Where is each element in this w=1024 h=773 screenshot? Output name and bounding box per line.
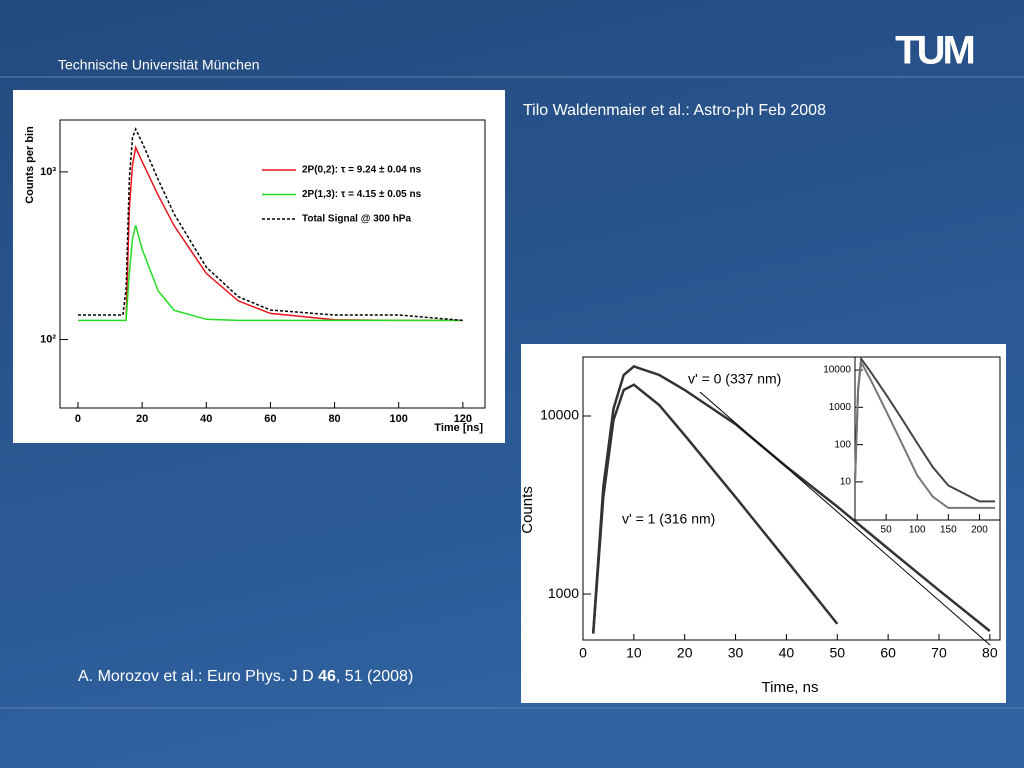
x-tick-label: 60 [880, 645, 896, 661]
x-tick-label: 40 [200, 413, 212, 425]
series-line [78, 225, 463, 322]
legend-entry: Total Signal @ 300 hPa [302, 214, 411, 225]
series-line [591, 383, 839, 634]
y-tick-label: 10³ [40, 166, 56, 178]
x-tick-label: 50 [829, 645, 845, 661]
x-tick-label: 40 [779, 645, 795, 661]
x-tick-label: 80 [328, 413, 340, 425]
x-tick-label: 0 [579, 645, 587, 661]
x-tick-label: 60 [264, 413, 276, 425]
caption-part: A. Morozov et al.: Euro Phys. J D [78, 668, 318, 685]
series-line [78, 127, 463, 322]
x-tick-label: 80 [982, 645, 998, 661]
x-tick-label: 10 [626, 645, 642, 661]
curve-label: v' = 0 (337 nm) [688, 371, 781, 387]
series-line [591, 364, 991, 634]
plot-frame [59, 119, 486, 409]
x-tick-label: 100 [390, 413, 408, 425]
legend-entry: 2P(1,3): τ = 4.15 ± 0.05 ns [302, 189, 422, 200]
institution: Technische Universität München [58, 57, 260, 73]
y-tick-label: 100 [834, 439, 851, 450]
y-tick-label: 10 [840, 477, 852, 488]
caption-part: 46 [318, 668, 336, 685]
x-axis-label: Time, ns [762, 679, 819, 696]
x-tick-label: 50 [881, 525, 893, 536]
legend-entry: 2P(0,2): τ = 9.24 ± 0.04 ns [302, 165, 422, 176]
fit-line [699, 391, 991, 646]
x-tick-label: 20 [677, 645, 693, 661]
x-tick-label: 30 [728, 645, 744, 661]
y-tick-label: 10² [40, 333, 56, 345]
caption-part: , 51 (2008) [336, 668, 413, 685]
caption: A. Morozov et al.: Euro Phys. J D 46, 51… [78, 668, 413, 685]
y-axis-label: Counts per bin [24, 126, 36, 204]
y-axis-label: Counts [519, 486, 536, 534]
x-tick-label: 100 [909, 525, 926, 536]
curve-label: v' = 1 (316 nm) [622, 511, 715, 527]
x-tick-label: 0 [75, 413, 81, 425]
x-tick-label: 70 [931, 645, 947, 661]
x-tick-label: 120 [454, 413, 472, 425]
caption: Tilo Waldenmaier et al.: Astro-ph Feb 20… [523, 102, 826, 119]
series-line [854, 359, 995, 509]
y-tick-label: 1000 [829, 402, 852, 413]
logo: TUM [895, 29, 973, 73]
x-tick-label: 20 [136, 413, 148, 425]
y-tick-label: 10000 [540, 407, 579, 423]
x-tick-label: 200 [971, 525, 988, 536]
x-tick-label: 150 [940, 525, 957, 536]
y-tick-label: 1000 [548, 585, 579, 601]
y-tick-label: 10000 [823, 365, 851, 376]
x-axis-label: Time [ns] [434, 422, 483, 434]
